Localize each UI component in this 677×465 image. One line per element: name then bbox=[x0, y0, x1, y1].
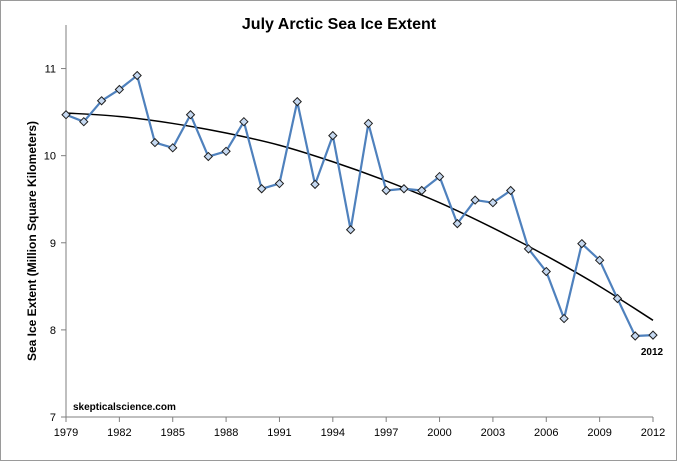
data-point-2000 bbox=[434, 171, 445, 182]
data-point-1985 bbox=[168, 143, 178, 153]
axes: 7 8 9 10 11 1979 1982 1985 1988 1991 1994 1997 2000 2… bbox=[44, 25, 665, 439]
y-axis-title: Sea Ice Extent (Million Square Kilometer… bbox=[25, 121, 39, 361]
y-tick-label: 7 bbox=[50, 412, 56, 424]
data-point-1989 bbox=[239, 116, 249, 127]
x-tick-label: 1994 bbox=[321, 427, 345, 439]
x-tick-label: 2012 bbox=[641, 427, 665, 439]
data-point-1991 bbox=[274, 178, 285, 189]
data-point-1997 bbox=[381, 185, 391, 196]
x-tick-label: 2009 bbox=[587, 427, 611, 439]
y-tick-label: 10 bbox=[44, 151, 56, 163]
data-point-1987 bbox=[203, 151, 214, 162]
data-point-2007 bbox=[559, 313, 569, 324]
x-tick-label: 1982 bbox=[107, 427, 131, 439]
series-line bbox=[65, 74, 654, 338]
data-point-1982 bbox=[114, 84, 125, 95]
data-point-1996 bbox=[363, 118, 374, 129]
data-point-2003 bbox=[488, 197, 498, 208]
data-point-2012 bbox=[648, 330, 658, 340]
data-point-1986 bbox=[185, 110, 196, 120]
year-2012-label: 2012 bbox=[641, 347, 664, 358]
data-point-2011 bbox=[630, 331, 640, 341]
chart-title: July Arctic Sea Ice Extent bbox=[242, 16, 437, 33]
y-tick-label: 8 bbox=[50, 325, 56, 337]
x-tick-label: 1988 bbox=[214, 427, 238, 439]
data-point-1994 bbox=[328, 130, 338, 141]
x-tick-label: 1991 bbox=[267, 427, 291, 439]
x-tick-label: 1997 bbox=[374, 427, 398, 439]
data-point-1990 bbox=[256, 184, 267, 194]
data-point-2006 bbox=[541, 266, 551, 277]
y-tick-label: 11 bbox=[45, 64, 56, 76]
data-point-1999 bbox=[417, 185, 427, 196]
data-point-1992 bbox=[292, 96, 302, 107]
data-point-2001 bbox=[452, 218, 463, 229]
data-point-1981 bbox=[96, 96, 107, 106]
data-point-1980 bbox=[79, 116, 89, 127]
x-tick-label: 2006 bbox=[534, 427, 558, 439]
data-point-1983 bbox=[132, 70, 142, 81]
data-point-1993 bbox=[310, 179, 320, 190]
data-point-2010 bbox=[612, 293, 623, 304]
y-tick-label: 9 bbox=[50, 238, 56, 250]
data-point-1998 bbox=[399, 184, 409, 194]
source-label: skepticalscience.com bbox=[73, 402, 176, 413]
x-tick-label: 1979 bbox=[54, 427, 78, 439]
data-point-2002 bbox=[470, 195, 480, 205]
data-point-1988 bbox=[221, 146, 231, 157]
x-tick-label: 1985 bbox=[160, 427, 184, 439]
data-point-2008 bbox=[577, 238, 587, 249]
data-point-1984 bbox=[150, 137, 160, 148]
data-point-1979 bbox=[61, 110, 71, 120]
data-point-2005 bbox=[523, 244, 534, 254]
data-point-1995 bbox=[345, 225, 356, 235]
data-point-2009 bbox=[594, 255, 605, 265]
series-layer bbox=[61, 70, 658, 341]
data-point-2004 bbox=[505, 185, 516, 196]
x-tick-label: 2003 bbox=[481, 427, 505, 439]
x-tick-label: 2000 bbox=[427, 427, 451, 439]
